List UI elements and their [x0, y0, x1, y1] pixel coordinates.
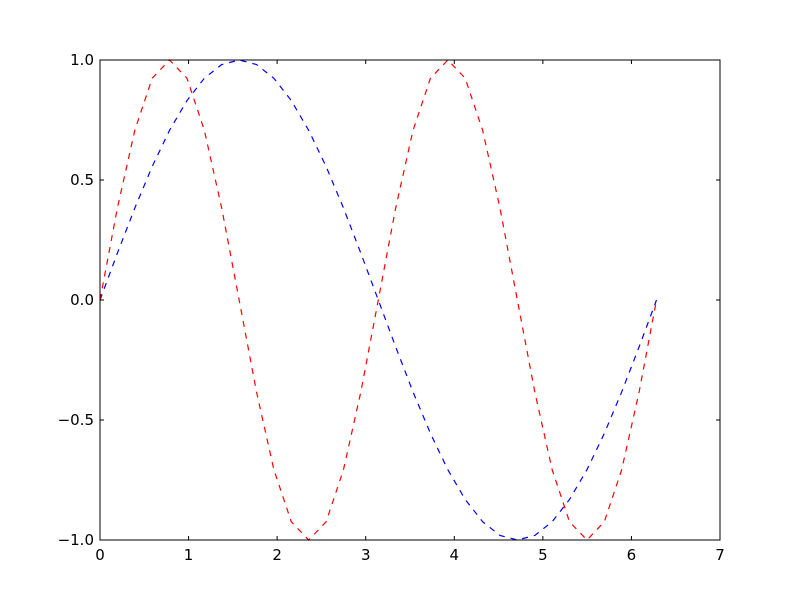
- x-tick-label: 2: [272, 546, 282, 564]
- y-tick-label: 0.5: [70, 171, 94, 189]
- series-layer: [99, 59, 658, 541]
- y-tick-label: 1.0: [70, 51, 94, 69]
- x-tick-label: 3: [361, 546, 371, 564]
- x-tick-label: 0: [95, 546, 105, 564]
- x-tick-label: 1: [184, 546, 194, 564]
- x-tick-label: 5: [538, 546, 548, 564]
- tick-layer: 0 1 2 3 4 5 6 7 −1.0 −0.5 0.0 0.5 1.0: [58, 51, 725, 564]
- series-line-1: [99, 59, 658, 541]
- y-tick-label: −1.0: [58, 531, 94, 549]
- y-tick-label: −0.5: [58, 411, 94, 429]
- y-tick-label: 0.0: [70, 291, 94, 309]
- x-tick-label: 6: [627, 546, 637, 564]
- x-tick-label: 4: [450, 546, 460, 564]
- plot-frame: [99, 59, 721, 541]
- x-tick-label: 7: [715, 546, 725, 564]
